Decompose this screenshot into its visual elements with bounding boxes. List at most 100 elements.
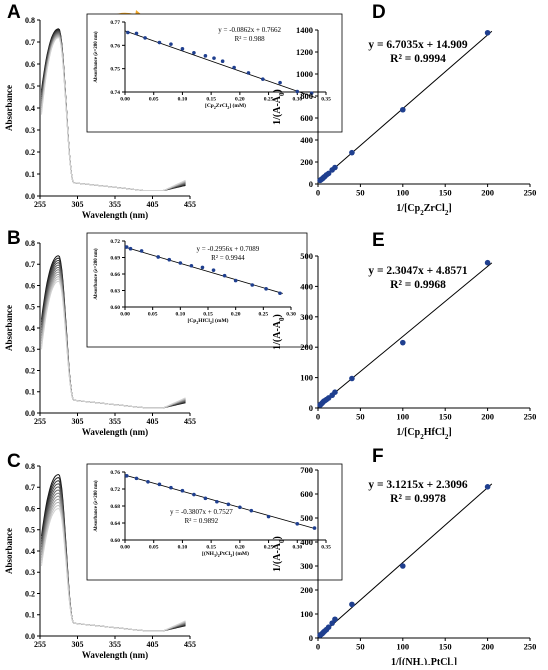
x-tick-label: 0.05 <box>149 545 159 551</box>
y-tick-label: 0.60 <box>110 305 120 311</box>
y-tick-label: 1200 <box>296 47 313 57</box>
panel-letter: F <box>372 446 384 467</box>
fit-line <box>124 246 283 294</box>
x-tick-label: 355 <box>109 200 121 209</box>
data-point <box>200 265 205 270</box>
data-point <box>329 620 335 626</box>
y-tick-label: 300 <box>300 561 313 571</box>
y-tick-label: 0.3 <box>25 126 35 135</box>
fit-line <box>124 474 317 530</box>
inset-equation: y = -0.2956x + 0.7089 <box>197 245 260 253</box>
y-tick-label: 0.76 <box>110 470 120 476</box>
y-tick-label: 200 <box>300 585 313 595</box>
y-axis-label: Absorbance <box>4 528 14 574</box>
data-point <box>295 89 300 94</box>
data-point <box>325 624 332 630</box>
x-tick-label: 50 <box>356 412 365 422</box>
y-tick-label: 0.76 <box>110 43 120 49</box>
data-point <box>169 485 173 490</box>
x-tick-label: 0.00 <box>120 312 130 318</box>
x-tick-label: 455 <box>184 640 196 649</box>
y-axis-label: Absorbance <box>4 305 14 351</box>
x-tick-label: 0.10 <box>178 97 188 103</box>
x-tick-label: 200 <box>481 188 494 198</box>
y-tick-label: 200 <box>300 157 313 167</box>
x-axis-label: Wavelength (nm) <box>82 650 148 660</box>
panel-b: B 255 305 355 405 455 0.0 0.1 0.2 0.3 0.4 0.5 0.6 0.7… <box>4 228 308 437</box>
data-point <box>325 170 332 177</box>
data-point <box>278 291 282 296</box>
fit-line <box>124 30 317 99</box>
y-tick-label: 0.64 <box>110 521 120 527</box>
y-tick-label: 1400 <box>296 25 313 35</box>
x-tick-label: 0.20 <box>235 97 245 103</box>
y-tick-label: 200 <box>300 342 313 352</box>
y-axis-label: 1/(A-A0) <box>272 536 286 572</box>
x-tick-label: 0.25 <box>259 312 269 318</box>
y-tick-label: 0.3 <box>25 568 35 577</box>
data-point <box>233 278 238 283</box>
y-tick-label: 0.7 <box>25 260 35 269</box>
x-tick-label: 255 <box>34 640 46 649</box>
equation: y = 3.1215x + 2.3096 <box>368 479 468 491</box>
data-point <box>192 51 196 55</box>
panel-letter: C <box>7 451 21 472</box>
inset-r2: R² = 0.988 <box>235 35 265 43</box>
y-tick-label: 0.75 <box>110 67 120 73</box>
y-tick-label: 0.2 <box>25 589 35 598</box>
y-tick-label: 0.77 <box>110 20 120 26</box>
x-axis-label: 1/[Cp2ZrCl2] <box>396 203 451 217</box>
y-tick-label: 0.7 <box>25 483 35 492</box>
inset-r2: R² = 0.9892 <box>185 517 219 525</box>
x-tick-label: 150 <box>439 642 452 652</box>
y-tick-label: 400 <box>300 537 313 547</box>
y-tick-label: 0.5 <box>25 526 35 535</box>
y-tick-label: 0.60 <box>110 538 120 544</box>
r-squared: R² = 0.9968 <box>390 279 446 291</box>
panel-c: C 255 305 355 405 455 0.0 0.1 0.2 0.3 0.4 0.5 0.6 0.7… <box>4 451 343 660</box>
x-tick-label: 405 <box>147 640 159 649</box>
y-tick-label: 300 <box>300 312 313 322</box>
x-tick-label: 250 <box>524 642 537 652</box>
data-point <box>400 563 406 569</box>
panel-letter: A <box>7 2 21 23</box>
data-point <box>156 255 160 259</box>
y-axis-label: Absorbance <box>4 85 14 131</box>
y-tick-label: 500 <box>300 251 313 261</box>
x-tick-label: 200 <box>481 412 494 422</box>
x-tick-label: 305 <box>72 200 84 209</box>
y-tick-label: 700 <box>300 465 313 475</box>
y-tick-label: 0 <box>309 403 313 413</box>
y-tick-label: 0.74 <box>110 90 120 96</box>
y-tick-label: 0 <box>309 633 313 643</box>
data-point <box>249 508 254 513</box>
x-tick-label: 255 <box>34 200 46 209</box>
data-point <box>238 505 242 510</box>
y-tick-label: 0.1 <box>25 388 35 397</box>
data-point <box>246 71 251 75</box>
y-tick-label: 0.63 <box>110 288 120 294</box>
y-tick-label: 0.2 <box>25 366 35 375</box>
inset-y-axis-label: Absorbance (λ=280 nm) <box>94 480 99 531</box>
data-point <box>167 257 172 262</box>
data-point <box>211 268 216 272</box>
inset-frame <box>86 13 343 133</box>
y-tick-label: 1000 <box>296 69 313 79</box>
y-tick-label: 0.4 <box>25 104 35 113</box>
y-tick-label: 0.0 <box>25 192 35 201</box>
x-tick-label: 150 <box>439 412 452 422</box>
y-tick-label: 800 <box>300 91 313 101</box>
x-tick-label: 50 <box>356 642 365 652</box>
data-point <box>126 30 130 35</box>
fit-line <box>317 30 493 183</box>
data-point <box>400 106 406 113</box>
x-tick-label: 0.25 <box>264 545 274 551</box>
x-tick-label: 0 <box>316 412 320 422</box>
data-point <box>139 249 144 253</box>
inset-x-axis-label: [(NH3)2PtCl2] (mM) <box>202 550 249 558</box>
x-tick-label: 250 <box>524 412 537 422</box>
data-point <box>128 246 133 251</box>
x-tick-label: 0.15 <box>203 312 213 318</box>
panel-f: F 0 50 100 150 200 250 0 100 200 300 400 500 600 700 y … <box>272 446 537 670</box>
